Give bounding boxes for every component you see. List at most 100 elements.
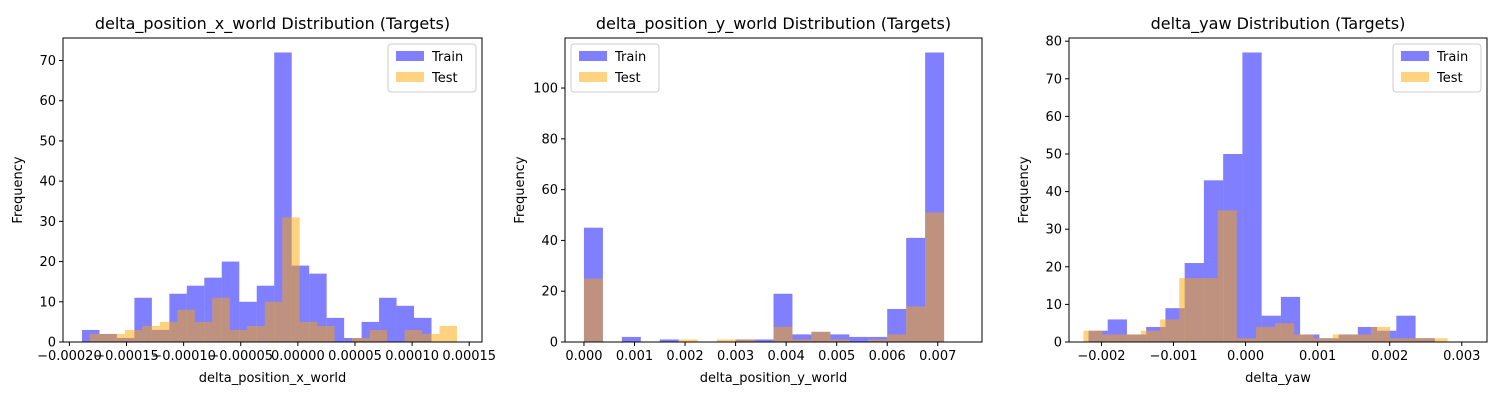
legend-swatch-train	[1401, 51, 1429, 61]
bar-train-2	[621, 336, 641, 342]
x-tick-label: 0.002	[666, 349, 703, 364]
bar-test-7	[716, 339, 736, 342]
bar-test-3	[142, 325, 160, 342]
series-test	[1083, 210, 1448, 342]
bar-train-8	[1242, 52, 1262, 342]
plot-frame	[62, 37, 483, 343]
x-tick-label: −0.00020	[37, 349, 102, 364]
bar-test-1	[1102, 334, 1122, 342]
bar-test-9	[247, 325, 265, 342]
y-tick-label: 10	[1045, 298, 1062, 313]
x-tick-label: 0.000	[1227, 349, 1264, 364]
x-tick-label: 0.003	[1443, 349, 1480, 364]
bar-test-4	[1160, 319, 1180, 342]
bar-test-13	[1332, 334, 1352, 342]
x-tick-label: 0.003	[717, 349, 754, 364]
bar-test-10	[1275, 323, 1295, 342]
bar-test-15	[868, 339, 888, 342]
bar-test-8	[229, 329, 248, 342]
x-tick-label: 0.000	[565, 349, 602, 364]
bar-test-19	[422, 333, 440, 342]
x-tick-label: 0.00015	[442, 349, 496, 364]
bar-test-16	[887, 334, 907, 342]
x-tick-label: 0.00005	[328, 349, 382, 364]
legend: Train Test	[1392, 43, 1482, 93]
bar-train-16	[1396, 315, 1416, 342]
bar-train-4	[659, 339, 679, 342]
legend-label-train: Train	[614, 50, 646, 65]
series-train	[1088, 52, 1435, 342]
y-tick-label: 40	[39, 175, 56, 190]
bar-test-10	[773, 326, 793, 342]
bar-test-18	[1428, 338, 1448, 342]
legend-label-train: Train	[1436, 50, 1468, 65]
bar-test-14	[1351, 334, 1371, 342]
bar-test-18	[925, 212, 945, 342]
x-tick-label: −0.002	[1077, 349, 1125, 364]
y-tick-label: 60	[39, 94, 56, 109]
x-tick-label: −0.00015	[94, 349, 159, 364]
legend-swatch-test	[1401, 72, 1429, 82]
x-tick-label: 0.007	[919, 349, 956, 364]
y-tick-label: 40	[1045, 185, 1062, 200]
x-axis-label: delta_position_y_world	[700, 371, 847, 386]
x-axis-label: delta_yaw	[1245, 371, 1311, 386]
y-tick-label: 80	[541, 132, 558, 147]
chart-title: delta_position_y_world Distribution (Tar…	[596, 14, 951, 34]
y-axis-label: Frequency	[11, 156, 26, 223]
y-tick-label: 20	[39, 255, 56, 270]
y-tick-label: 50	[1045, 147, 1062, 162]
legend-label-test: Test	[1436, 71, 1463, 86]
bar-test-0	[583, 278, 603, 342]
bar-test-5	[1179, 278, 1199, 342]
bar-test-11	[1294, 334, 1314, 342]
bar-test-20	[439, 325, 457, 342]
x-axis-label: delta_position_x_world	[199, 371, 346, 386]
bar-train-13	[830, 334, 850, 342]
bar-test-16	[1390, 338, 1410, 342]
bar-test-7	[1217, 210, 1237, 342]
y-tick-label: 40	[541, 234, 558, 249]
y-tick-label: 0	[48, 336, 56, 351]
y-tick-label: 60	[1045, 110, 1062, 125]
y-tick-label: 60	[541, 183, 558, 198]
bar-test-0	[1083, 330, 1103, 342]
bar-test-9	[1255, 326, 1276, 342]
bar-test-13	[317, 325, 335, 342]
bar-test-17	[906, 306, 926, 342]
bar-test-12	[299, 321, 318, 342]
bar-test-12	[1313, 338, 1333, 342]
legend-swatch-train	[579, 51, 607, 61]
chart-title: delta_position_x_world Distribution (Tar…	[95, 14, 450, 34]
bar-train-16	[887, 308, 907, 342]
chart-title: delta_yaw Distribution (Targets)	[1151, 14, 1406, 34]
x-tick-label: 0.006	[869, 349, 906, 364]
legend: Train Test	[387, 43, 477, 93]
y-axis-label: Frequency	[1017, 156, 1032, 223]
bar-test-2	[124, 329, 143, 342]
bar-test-8	[735, 339, 755, 342]
x-tick-label: 0.001	[616, 349, 653, 364]
legend: Train Test	[570, 43, 660, 93]
bar-test-3	[1140, 330, 1161, 342]
y-tick-label: 30	[1045, 223, 1062, 238]
bar-test-8	[1236, 338, 1256, 342]
bar-test-18	[404, 329, 423, 342]
bar-test-1	[107, 333, 125, 342]
chart-delta-y: 0.000 0.001 0.002 0.003 0.004 0.005 0.006 0.007…	[513, 14, 983, 386]
legend-label-train: Train	[431, 50, 463, 65]
y-tick-label: 10	[39, 295, 56, 310]
bar-test-11	[792, 339, 812, 342]
y-tick-label: 100	[533, 82, 558, 97]
series-test	[89, 217, 457, 342]
bar-test-15	[1370, 326, 1391, 342]
legend-swatch-test	[396, 72, 424, 82]
bar-train-11	[792, 334, 812, 342]
bar-test-15	[352, 337, 370, 342]
legend-swatch-test	[579, 72, 607, 82]
x-tick-label: −0.001	[1149, 349, 1197, 364]
bar-test-4	[159, 321, 178, 342]
x-tick-label: 0.005	[818, 349, 855, 364]
